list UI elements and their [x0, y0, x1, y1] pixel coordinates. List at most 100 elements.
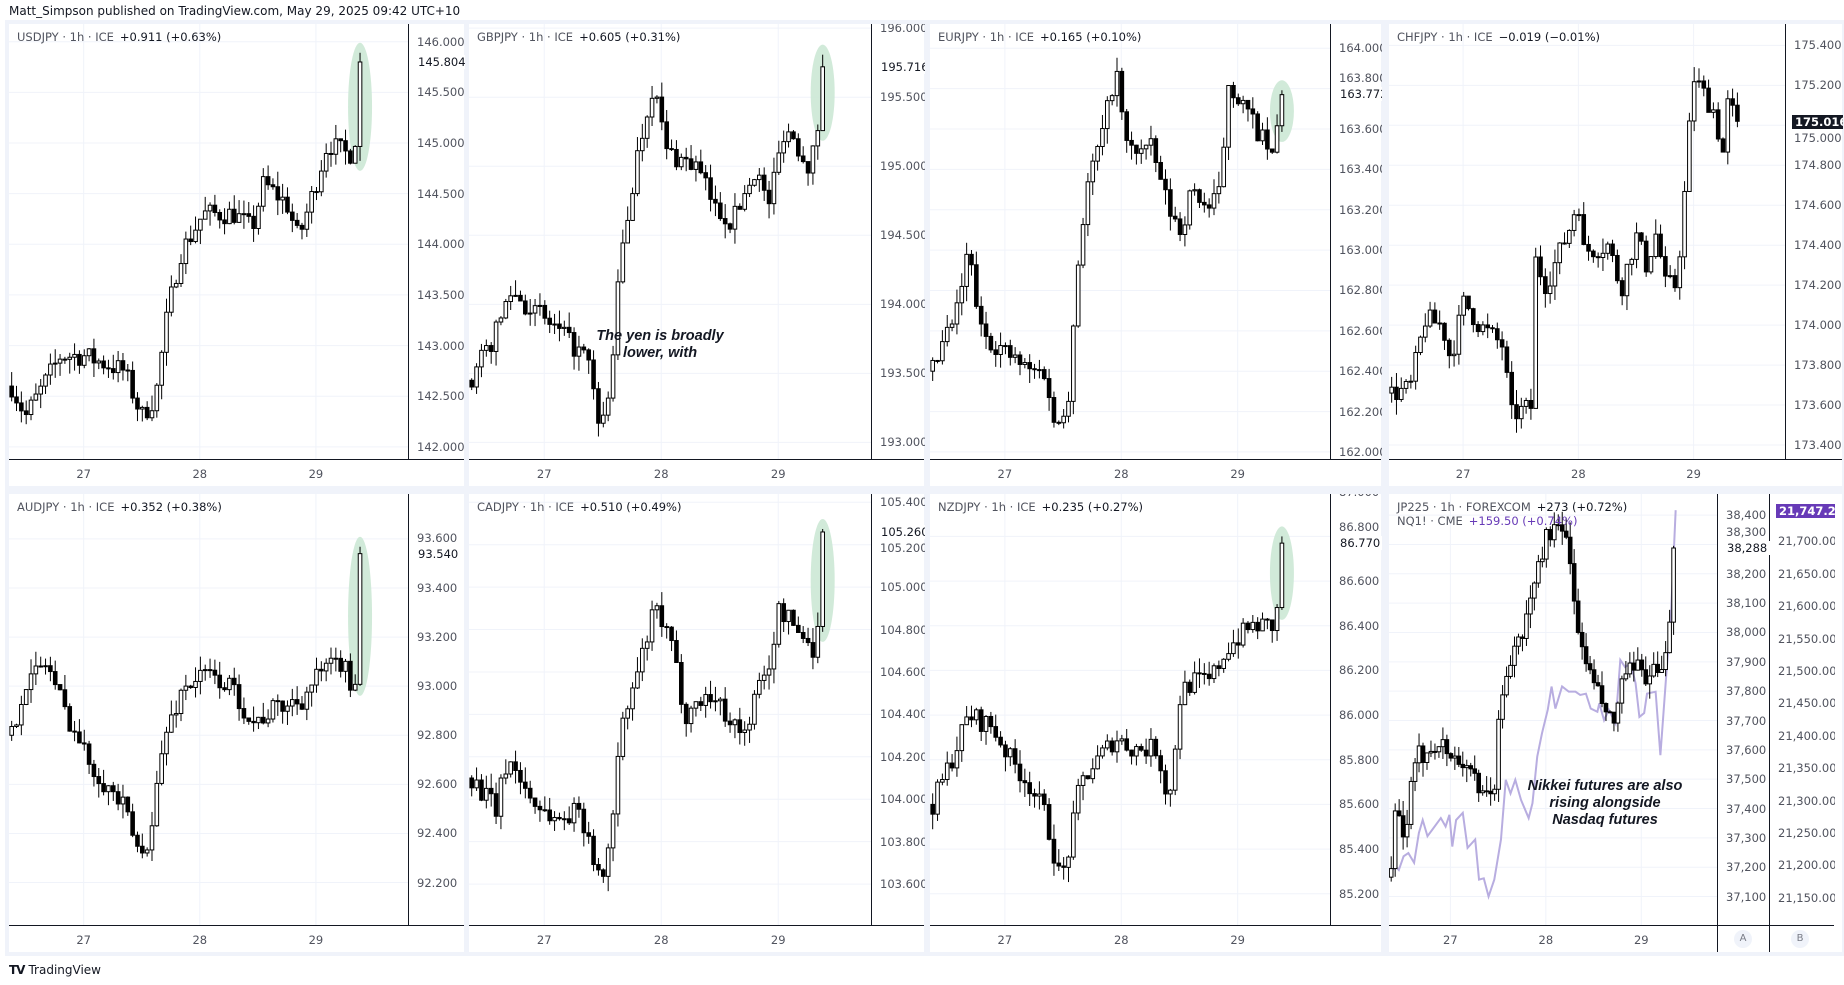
candle — [766, 655, 772, 690]
time-axis[interactable]: 27 28 29 — [469, 459, 924, 487]
candle-body — [959, 285, 965, 304]
plot-area[interactable] — [930, 24, 1330, 459]
candle — [1442, 322, 1447, 350]
symbol-label[interactable]: USDJPY · 1h · ICE — [17, 30, 114, 44]
symbol-label[interactable]: AUDJPY · 1h · ICE — [17, 500, 115, 514]
symbol-label[interactable]: CHFJPY · 1h · ICE — [1397, 30, 1493, 44]
plot-area[interactable] — [9, 494, 408, 925]
price-tick-label: 175.000 — [1794, 131, 1842, 146]
candlestick-chart[interactable] — [1389, 24, 1785, 459]
candle — [596, 381, 601, 437]
candle — [703, 165, 708, 191]
candle-body — [586, 832, 591, 837]
symbol-label[interactable]: GBPJPY · 1h · ICE — [477, 30, 574, 44]
price-axis[interactable]: 85.200 85.400 85.600 85.800 86.000 86.200 86.4… — [1330, 494, 1382, 925]
candlestick-chart[interactable] — [9, 24, 408, 459]
candle — [1647, 665, 1653, 699]
candle-body — [323, 152, 329, 172]
price-axis[interactable]: 142.000 142.500 143.000 143.500 144.000 144.5… — [408, 24, 465, 459]
candle — [640, 638, 645, 682]
candle-body — [1017, 763, 1023, 782]
candlestick-chart[interactable] — [9, 494, 408, 925]
candle-body — [1109, 95, 1115, 102]
candle — [115, 351, 121, 383]
plot-area[interactable] — [930, 494, 1330, 925]
candle-body — [810, 145, 816, 174]
candle-body — [742, 193, 747, 210]
chart-panel-audjpy[interactable]: AUDJPY · 1h · ICE +0.352 (+0.38%) 92.200 92… — [5, 490, 468, 956]
candle — [38, 656, 44, 668]
overlay-symbol-label[interactable]: NQ1! · CME — [1397, 514, 1463, 528]
candle-body — [713, 700, 718, 703]
candlestick-chart[interactable] — [1389, 494, 1717, 925]
price-axis[interactable]: 173.400 173.600 173.800 174.000 174.200 174.4… — [1785, 24, 1843, 459]
chart-panel-gbpjpy[interactable]: GBPJPY · 1h · ICE +0.605 (+0.31%) 193.000 1… — [465, 20, 928, 490]
candle — [1404, 809, 1410, 848]
candlestick-chart[interactable] — [930, 24, 1330, 459]
price-axis[interactable]: 193.000 193.500 194.000 194.500 195.000 195.5… — [871, 24, 925, 459]
tradingview-brand[interactable]: TradingView — [28, 963, 101, 977]
candle — [1583, 633, 1589, 672]
candle — [333, 124, 339, 165]
chart-panel-usdjpy[interactable]: USDJPY · 1h · ICE +0.911 (+0.63%) 142.000 1… — [5, 20, 468, 490]
price-axis[interactable]: 92.200 92.400 92.600 92.800 93.000 93.200 93.4… — [408, 494, 465, 925]
time-axis[interactable]: 27 28 29 — [930, 925, 1381, 953]
candle-body — [513, 294, 518, 297]
candle-body — [978, 709, 984, 732]
chart-panel-chfjpy[interactable]: CHFJPY · 1h · ICE −0.019 (−0.01%) 173.400 1… — [1385, 20, 1844, 490]
price-tick-label: 21,500.00 — [1778, 663, 1835, 678]
price-axis[interactable]: 103.600 103.800 104.000 104.200 104.400 104.6… — [871, 494, 925, 925]
candle-body — [256, 716, 261, 724]
candle — [72, 343, 77, 371]
candle — [591, 350, 596, 400]
candle — [188, 684, 193, 689]
candle — [747, 716, 752, 743]
plot-area[interactable] — [469, 24, 871, 459]
candle-body — [1075, 784, 1081, 814]
price-axis-a[interactable]: 37,100 37,200 37,300 37,400 37,500 37,600 37,7… — [1717, 494, 1770, 952]
chart-panel-eurjpy[interactable]: EURJPY · 1h · ICE +0.165 (+0.10%) 162.000 1… — [926, 20, 1385, 490]
candle — [207, 658, 213, 678]
plot-area[interactable] — [1389, 24, 1785, 459]
plot-area[interactable] — [1389, 494, 1717, 925]
symbol-label[interactable]: JP225 · 1h · FOREXCOM — [1397, 500, 1531, 514]
price-axis[interactable]: 162.000 162.200 162.400 162.600 162.800 163.0… — [1330, 24, 1382, 459]
candle-body — [757, 174, 762, 181]
candle-body — [81, 742, 87, 745]
candle — [969, 705, 974, 728]
candle — [96, 358, 102, 370]
symbol-label[interactable]: NZDJPY · 1h · ICE — [938, 500, 1036, 514]
price-axis-b[interactable]: 21,150.00 21,200.00 21,250.00 21,300.00 21,3… — [1769, 494, 1835, 952]
axis-button-b[interactable]: B — [1791, 930, 1809, 948]
price-tick-label: 163.800 — [1339, 71, 1382, 86]
candlestick-chart[interactable] — [469, 494, 871, 925]
plot-area[interactable] — [9, 24, 408, 459]
chart-panel-cadjpy[interactable]: CADJPY · 1h · ICE +0.510 (+0.49%) 103.600 1… — [465, 490, 928, 956]
chart-panel-nzdjpy[interactable]: NZDJPY · 1h · ICE +0.235 (+0.27%) 85.200 85… — [926, 490, 1385, 956]
chart-panel-jp225[interactable]: JP225 · 1h · FOREXCOM +273 (+0.72%) NQ1! ·… — [1385, 490, 1844, 956]
candlestick-chart[interactable] — [469, 24, 871, 459]
candle — [1629, 257, 1635, 276]
candlestick-chart[interactable] — [930, 494, 1330, 925]
symbol-label[interactable]: EURJPY · 1h · ICE — [938, 30, 1034, 44]
candle — [270, 178, 276, 190]
tradingview-logo-icon: TV — [9, 963, 26, 977]
candle-body — [1611, 711, 1617, 724]
time-axis[interactable]: 27 28 29 — [930, 459, 1381, 487]
time-axis[interactable]: 27 28 29 — [1389, 459, 1842, 487]
candle — [343, 658, 348, 683]
candle — [1682, 181, 1687, 270]
time-axis[interactable]: 27 28 29 — [469, 925, 924, 953]
time-axis[interactable]: 27 28 29 — [9, 925, 464, 953]
candle-body — [1647, 675, 1653, 685]
time-axis[interactable]: 27 28 29 A B — [1389, 925, 1834, 953]
time-axis[interactable]: 27 28 29 — [9, 459, 464, 487]
symbol-label[interactable]: CADJPY · 1h · ICE — [477, 500, 575, 514]
candle — [1508, 655, 1513, 679]
candle — [664, 623, 669, 639]
axis-button-a[interactable]: A — [1734, 930, 1752, 948]
time-tick-label: 28 — [1571, 467, 1586, 481]
candle — [479, 774, 484, 802]
candle-body — [1563, 530, 1569, 538]
plot-area[interactable] — [469, 494, 871, 925]
